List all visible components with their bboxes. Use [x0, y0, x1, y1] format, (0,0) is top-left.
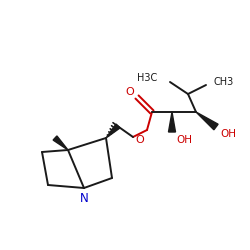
Polygon shape — [53, 136, 68, 150]
Text: OH: OH — [176, 135, 192, 145]
Text: OH: OH — [220, 129, 236, 139]
Text: O: O — [126, 87, 134, 97]
Text: N: N — [80, 192, 88, 204]
Text: CH3: CH3 — [213, 77, 233, 87]
Polygon shape — [168, 112, 175, 132]
Text: O: O — [136, 135, 144, 145]
Polygon shape — [106, 124, 120, 138]
Text: H3C: H3C — [137, 73, 157, 83]
Polygon shape — [196, 112, 218, 130]
